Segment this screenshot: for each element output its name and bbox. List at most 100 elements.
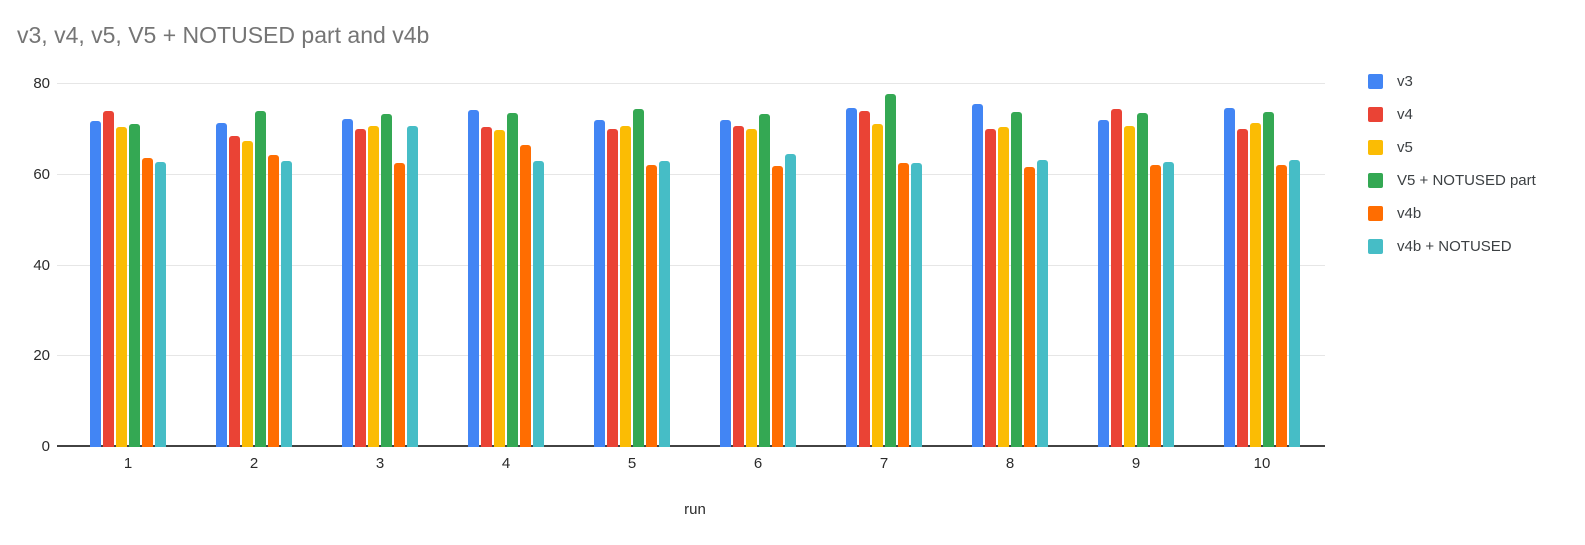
bar-v5-run-8[interactable] — [998, 126, 1009, 447]
bar-v4b-run-4[interactable] — [520, 144, 531, 447]
x-tick-label-3: 3 — [375, 455, 385, 472]
legend-label-v4: v4 — [1397, 105, 1413, 123]
bar-v4b-notused-run-9[interactable] — [1163, 162, 1174, 447]
bar-v4b-run-5[interactable] — [646, 164, 657, 447]
bar-v5-notused-part-run-8[interactable] — [1011, 112, 1022, 447]
bar-v4-run-5[interactable] — [607, 128, 618, 447]
bar-v4b-notused-run-4[interactable] — [533, 161, 544, 447]
bar-v4b-notused-run-3[interactable] — [407, 125, 418, 447]
bar-v4b-notused-run-2[interactable] — [281, 161, 292, 447]
y-tick-label-80: 80 — [33, 75, 50, 92]
legend-label-v4b: v4b — [1397, 204, 1422, 222]
bar-v5-run-7[interactable] — [872, 123, 883, 447]
chart-title: v3, v4, v5, V5 + NOTUSED part and v4b — [17, 22, 430, 48]
legend-item-v4b[interactable]: v4b — [1368, 204, 1536, 222]
bar-v5-notused-part-run-6[interactable] — [759, 113, 770, 447]
x-tick-label-10: 10 — [1253, 455, 1271, 472]
bar-group-run-4 — [443, 84, 569, 447]
bar-v4-run-10[interactable] — [1237, 128, 1248, 447]
legend-item-v5[interactable]: v5 — [1368, 139, 1536, 156]
bar-v5-run-3[interactable] — [368, 125, 379, 447]
bar-v4-run-3[interactable] — [355, 128, 366, 447]
bar-v4-run-9[interactable] — [1111, 108, 1122, 447]
bar-v4b-run-10[interactable] — [1276, 165, 1287, 447]
legend-item-v4[interactable]: v4 — [1368, 105, 1536, 123]
bar-group-run-5 — [569, 84, 695, 447]
bar-v4b-run-3[interactable] — [394, 162, 405, 447]
plot-area: 0 20 40 60 80 1 2 3 4 5 6 7 8 9 10 run — [33, 76, 1325, 518]
bar-v5-notused-part-run-9[interactable] — [1137, 113, 1148, 447]
bar-v4b-notused-run-6[interactable] — [785, 153, 796, 447]
bar-v4b-notused-run-5[interactable] — [659, 161, 670, 447]
bar-v5-notused-part-run-3[interactable] — [381, 113, 392, 447]
bar-group-run-7 — [821, 84, 947, 447]
bar-v5-notused-part-run-1[interactable] — [129, 123, 140, 447]
bar-v5-run-6[interactable] — [746, 129, 757, 447]
bar-v5-notused-part-run-5[interactable] — [633, 109, 644, 447]
bar-v3-run-6[interactable] — [720, 119, 731, 447]
bar-v3-run-5[interactable] — [594, 120, 605, 447]
bar-group-run-2 — [191, 84, 317, 447]
x-axis-labels: 1 2 3 4 5 6 7 8 9 10 — [65, 455, 1325, 472]
bar-v4-run-7[interactable] — [859, 110, 870, 447]
bar-v3-run-2[interactable] — [216, 123, 227, 447]
legend-swatch-v4 — [1368, 106, 1383, 122]
x-tick-label-2: 2 — [249, 455, 259, 472]
bar-v4b-notused-run-8[interactable] — [1037, 159, 1048, 447]
x-tick-label-7: 7 — [879, 455, 889, 472]
bar-v4b-notused-run-1[interactable] — [155, 161, 166, 447]
bar-v4b-run-1[interactable] — [142, 157, 153, 447]
bar-v4b-run-8[interactable] — [1024, 166, 1035, 447]
x-tick-label-1: 1 — [123, 455, 133, 472]
x-tick-label-9: 9 — [1131, 455, 1141, 472]
bar-v3-run-10[interactable] — [1224, 107, 1235, 447]
legend-swatch-v4b — [1368, 205, 1383, 221]
bar-v4-run-6[interactable] — [733, 125, 744, 447]
bar-v3-run-8[interactable] — [972, 104, 983, 447]
legend-item-v3[interactable]: v3 — [1368, 72, 1536, 90]
x-axis-title: run — [684, 501, 706, 518]
legend-label-v3: v3 — [1397, 72, 1413, 90]
legend-item-v4b-notused[interactable]: v4b + NOTUSED — [1368, 237, 1536, 255]
bar-v3-run-7[interactable] — [846, 108, 857, 447]
legend-label-v4b-notused: v4b + NOTUSED — [1397, 237, 1512, 255]
bar-v5-run-1[interactable] — [116, 127, 127, 447]
bar-v4b-run-2[interactable] — [268, 155, 279, 447]
legend-label-v5-notused-part: V5 + NOTUSED part — [1397, 171, 1536, 189]
bar-v3-run-4[interactable] — [468, 110, 479, 447]
bar-v5-run-9[interactable] — [1124, 125, 1135, 447]
bar-v5-run-5[interactable] — [620, 125, 631, 447]
x-tick-label-4: 4 — [501, 455, 511, 472]
bar-v3-run-1[interactable] — [90, 121, 101, 447]
gridline-60 — [57, 173, 1325, 175]
bar-v3-run-9[interactable] — [1098, 119, 1109, 447]
bar-v4-run-1[interactable] — [103, 110, 114, 447]
bar-v4b-notused-run-7[interactable] — [911, 162, 922, 447]
bar-v5-notused-part-run-7[interactable] — [885, 93, 896, 447]
bar-v5-run-10[interactable] — [1250, 123, 1261, 447]
bar-v5-run-4[interactable] — [494, 130, 505, 447]
bar-group-run-1 — [65, 84, 191, 447]
bar-v4b-run-6[interactable] — [772, 166, 783, 447]
bar-group-run-9 — [1073, 84, 1199, 447]
bar-v4b-run-7[interactable] — [898, 163, 909, 447]
bar-v5-notused-part-run-4[interactable] — [507, 113, 518, 447]
bar-v4b-notused-run-10[interactable] — [1289, 159, 1300, 447]
bar-group-run-3 — [317, 84, 443, 447]
bar-v5-run-2[interactable] — [242, 141, 253, 447]
x-tick-label-5: 5 — [627, 455, 637, 472]
bar-v4-run-8[interactable] — [985, 128, 996, 447]
y-tick-label-40: 40 — [33, 256, 50, 274]
bar-v5-notused-part-run-10[interactable] — [1263, 112, 1274, 447]
bar-v4-run-2[interactable] — [229, 135, 240, 447]
bar-v3-run-3[interactable] — [342, 118, 353, 447]
legend-swatch-v4b-notused — [1368, 238, 1383, 254]
bar-v4b-run-9[interactable] — [1150, 164, 1161, 447]
bar-group-run-8 — [947, 84, 1073, 447]
bar-v5-notused-part-run-2[interactable] — [255, 111, 266, 447]
x-tick-label-8: 8 — [1005, 455, 1015, 472]
legend-item-v5-notused-part[interactable]: V5 + NOTUSED part — [1368, 171, 1536, 189]
y-tick-label-0: 0 — [41, 438, 50, 455]
bar-v4-run-4[interactable] — [481, 127, 492, 447]
